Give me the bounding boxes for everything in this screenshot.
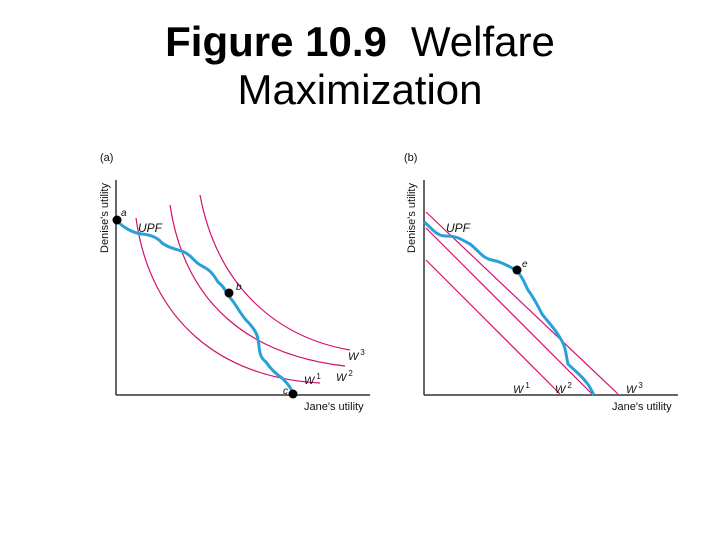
point-b-dot xyxy=(224,288,234,298)
slide-title: Figure 10.9 Welfare Maximization xyxy=(0,18,720,114)
panel-a-welfare-curves xyxy=(135,194,351,384)
point-c-dot xyxy=(288,389,298,399)
title-line-2: Maximization xyxy=(237,66,483,113)
panel-b-welfare-lines xyxy=(425,211,619,395)
point-e-dot xyxy=(512,265,522,275)
point-a-label: a xyxy=(121,208,127,219)
panel-a-w3-curve xyxy=(199,194,351,351)
panel-b-upf-label: UPF xyxy=(446,221,471,235)
panel-b-upf-curve xyxy=(423,220,596,396)
panel-b-axes xyxy=(423,180,678,396)
title-line-1: Figure 10.9 Welfare xyxy=(0,18,720,66)
panel-b-w1-line xyxy=(425,259,561,395)
panel-a-points xyxy=(112,215,298,399)
panel-a-y-label: Denise's utility xyxy=(99,183,111,253)
panel-b-w2-line xyxy=(425,227,593,395)
panel-a-tag: (a) xyxy=(100,152,113,164)
panel-b-x-label: Jane's utility xyxy=(612,401,672,413)
point-a-dot xyxy=(112,215,122,225)
point-e-label: e xyxy=(522,259,528,270)
figure-number: Figure 10.9 xyxy=(165,18,387,65)
point-b-label: b xyxy=(236,282,242,293)
panel-b-y-label: Denise's utility xyxy=(406,183,418,253)
panel-b-tag: (b) xyxy=(404,152,417,164)
panel-a-axes xyxy=(115,180,370,396)
point-c-label: c xyxy=(283,386,288,397)
panel-a-w2-curve xyxy=(169,204,346,367)
panel-b-w3-line xyxy=(425,211,619,395)
panel-a-upf-label: UPF xyxy=(138,221,163,235)
title-word-welfare: Welfare xyxy=(410,18,555,65)
panel-a-x-label: Jane's utility xyxy=(304,401,364,413)
panel-a-upf-curve xyxy=(114,218,295,396)
